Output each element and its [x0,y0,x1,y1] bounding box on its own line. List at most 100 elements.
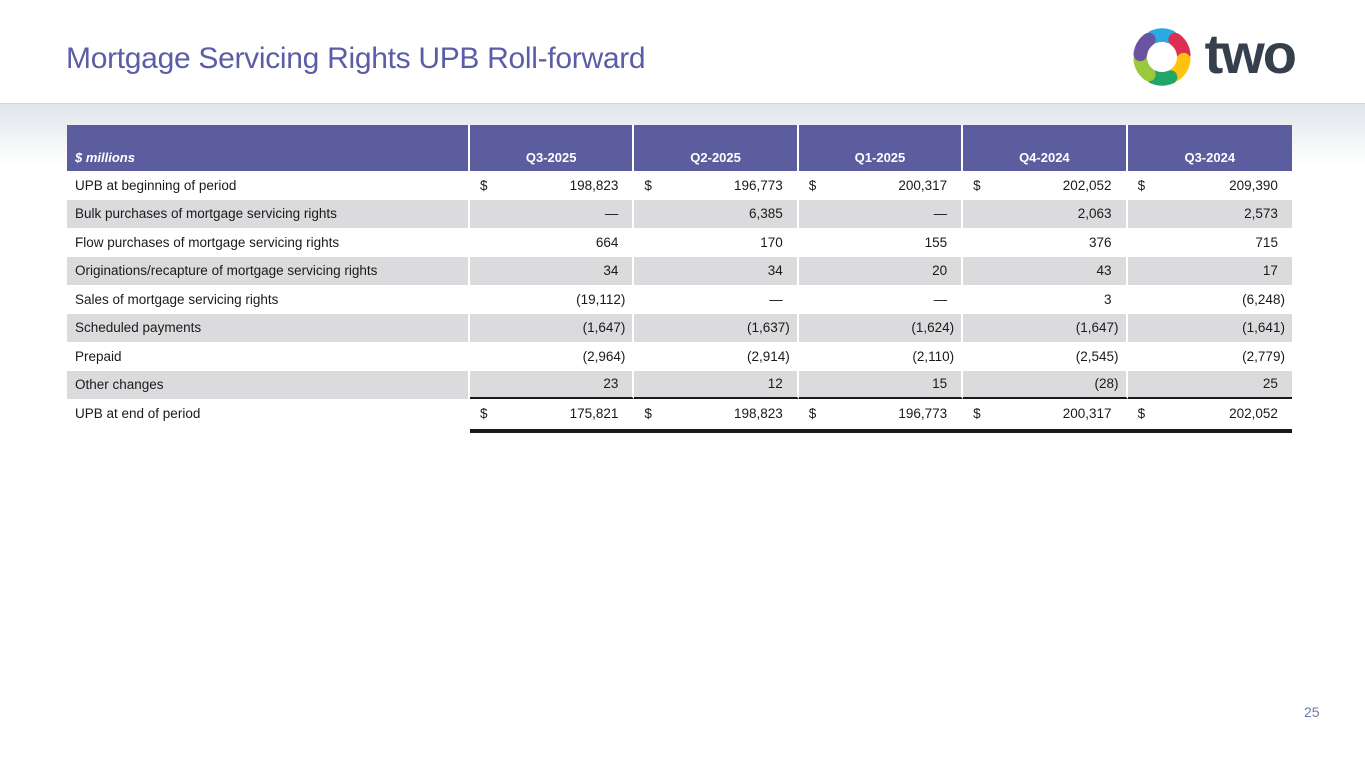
cell-value: — [604,206,619,222]
cell-value: 198,823 [569,177,619,193]
cell-value: 202,052 [1229,406,1278,421]
table-cell: $196,773 [799,399,964,428]
table-cell: (1,647) [470,313,635,342]
two-harbors-pinwheel-icon [1133,28,1191,86]
currency-symbol: $ [644,177,652,193]
table-cell: (2,964) [470,342,635,371]
cell-value: 196,773 [733,177,783,193]
row-label: Prepaid [67,342,470,371]
cell-value: (2,545) [1075,348,1119,364]
table-cell: 170 [634,228,799,257]
table-cell: — [799,199,964,228]
table-cell: $209,390 [1128,171,1292,200]
table-cell: 12 [634,370,799,399]
column-header-q3-2025: Q3-2025 [470,125,635,171]
table-cell: $202,052 [963,171,1128,200]
row-label: Flow purchases of mortgage servicing rig… [67,228,470,257]
cell-value: (19,112) [576,291,626,307]
table-cell: $175,821 [470,399,635,428]
table-cell: (6,248) [1128,285,1292,314]
row-label: Originations/recapture of mortgage servi… [67,256,470,285]
table-cell: (2,914) [634,342,799,371]
table-cell: 34 [470,256,635,285]
table-cell: — [634,285,799,314]
cell-value: (28) [1094,376,1119,392]
cell-value: 34 [603,263,619,279]
currency-symbol: $ [808,406,817,421]
table-cell: (19,112) [470,285,635,314]
table-cell: $202,052 [1128,399,1292,428]
cell-value: 23 [603,376,619,392]
table-row: Other changes 23 12 15 (28) 25 [67,370,1292,399]
table-row: UPB at beginning of period $198,823 $196… [67,171,1292,200]
cell-value: (2,964) [582,348,626,364]
table-cell: — [799,285,964,314]
table-cell: 15 [798,370,964,399]
row-label: Sales of mortgage servicing rights [67,285,470,314]
cell-value: (1,637) [747,320,790,336]
table-cell: 376 [963,228,1128,257]
currency-symbol: $ [480,177,488,193]
cell-value: 715 [1255,234,1278,250]
currency-symbol: $ [644,406,652,421]
cell-value: 20 [932,263,948,279]
row-label: Bulk purchases of mortgage servicing rig… [67,199,470,228]
cell-value: 196,773 [898,406,948,421]
table-cell: 3 [963,285,1128,314]
table-cell: 664 [470,228,635,257]
table-cell: 20 [799,256,964,285]
currency-symbol: $ [973,406,981,421]
currency-symbol: $ [973,177,981,193]
cell-value: 202,052 [1062,177,1112,193]
page-number: 25 [1304,704,1320,720]
cell-value: 17 [1262,263,1278,279]
unit-label: $ millions [67,125,470,171]
table-cell: 155 [799,228,964,257]
cell-value: (1,624) [911,320,955,336]
total-double-underline [470,429,1292,433]
table-row: Scheduled payments (1,647) (1,637) (1,62… [67,313,1292,343]
table-cell: $200,317 [963,399,1128,428]
row-label: Scheduled payments [67,313,470,342]
cell-value: (6,248) [1242,291,1285,307]
cell-value: (2,779) [1242,348,1285,364]
table-row-total: UPB at end of period $175,821 $198,823 $… [67,399,1292,428]
cell-value: 12 [767,376,783,392]
cell-value: (2,110) [912,348,955,364]
currency-symbol: $ [480,406,488,421]
company-logo: two [1127,22,1297,92]
table-cell: 715 [1128,228,1292,257]
logo-wordmark: two [1204,22,1297,85]
table-cell: (1,637) [634,313,799,342]
cell-value: (1,641) [1242,320,1285,336]
table-cell: 23 [470,370,635,399]
cell-value: 170 [760,234,783,250]
cell-value: 34 [767,263,783,279]
table-cell: (28) [963,370,1128,399]
table-cell: (1,641) [1128,314,1292,343]
table-cell: $200,317 [799,171,964,200]
cell-value: 6,385 [748,206,783,222]
cell-value: — [769,291,783,307]
table-cell: 2,573 [1128,200,1292,229]
table-header-row: $ millions Q3-2025 Q2-2025 Q1-2025 Q4-20… [67,125,1292,171]
cell-value: 15 [932,376,948,392]
cell-value: 3 [1104,291,1112,307]
column-header-q3-2024: Q3-2024 [1184,150,1236,165]
cell-value: 2,573 [1244,206,1278,222]
table-cell: — [470,199,635,228]
row-label: Other changes [67,370,470,399]
cell-value: 209,390 [1229,177,1278,193]
cell-value: 376 [1089,234,1112,250]
table-row: Sales of mortgage servicing rights (19,1… [67,285,1292,314]
cell-value: (2,914) [747,348,790,364]
cell-value: (1,647) [1075,320,1119,336]
cell-value: 43 [1096,263,1112,279]
cell-value: 664 [595,234,619,250]
column-header-q1-2025: Q1-2025 [799,125,964,171]
table-cell: 25 [1127,371,1292,399]
table-row: Bulk purchases of mortgage servicing rig… [67,199,1292,229]
cell-value: 155 [924,234,948,250]
table-body: UPB at beginning of period $198,823 $196… [67,171,1292,428]
